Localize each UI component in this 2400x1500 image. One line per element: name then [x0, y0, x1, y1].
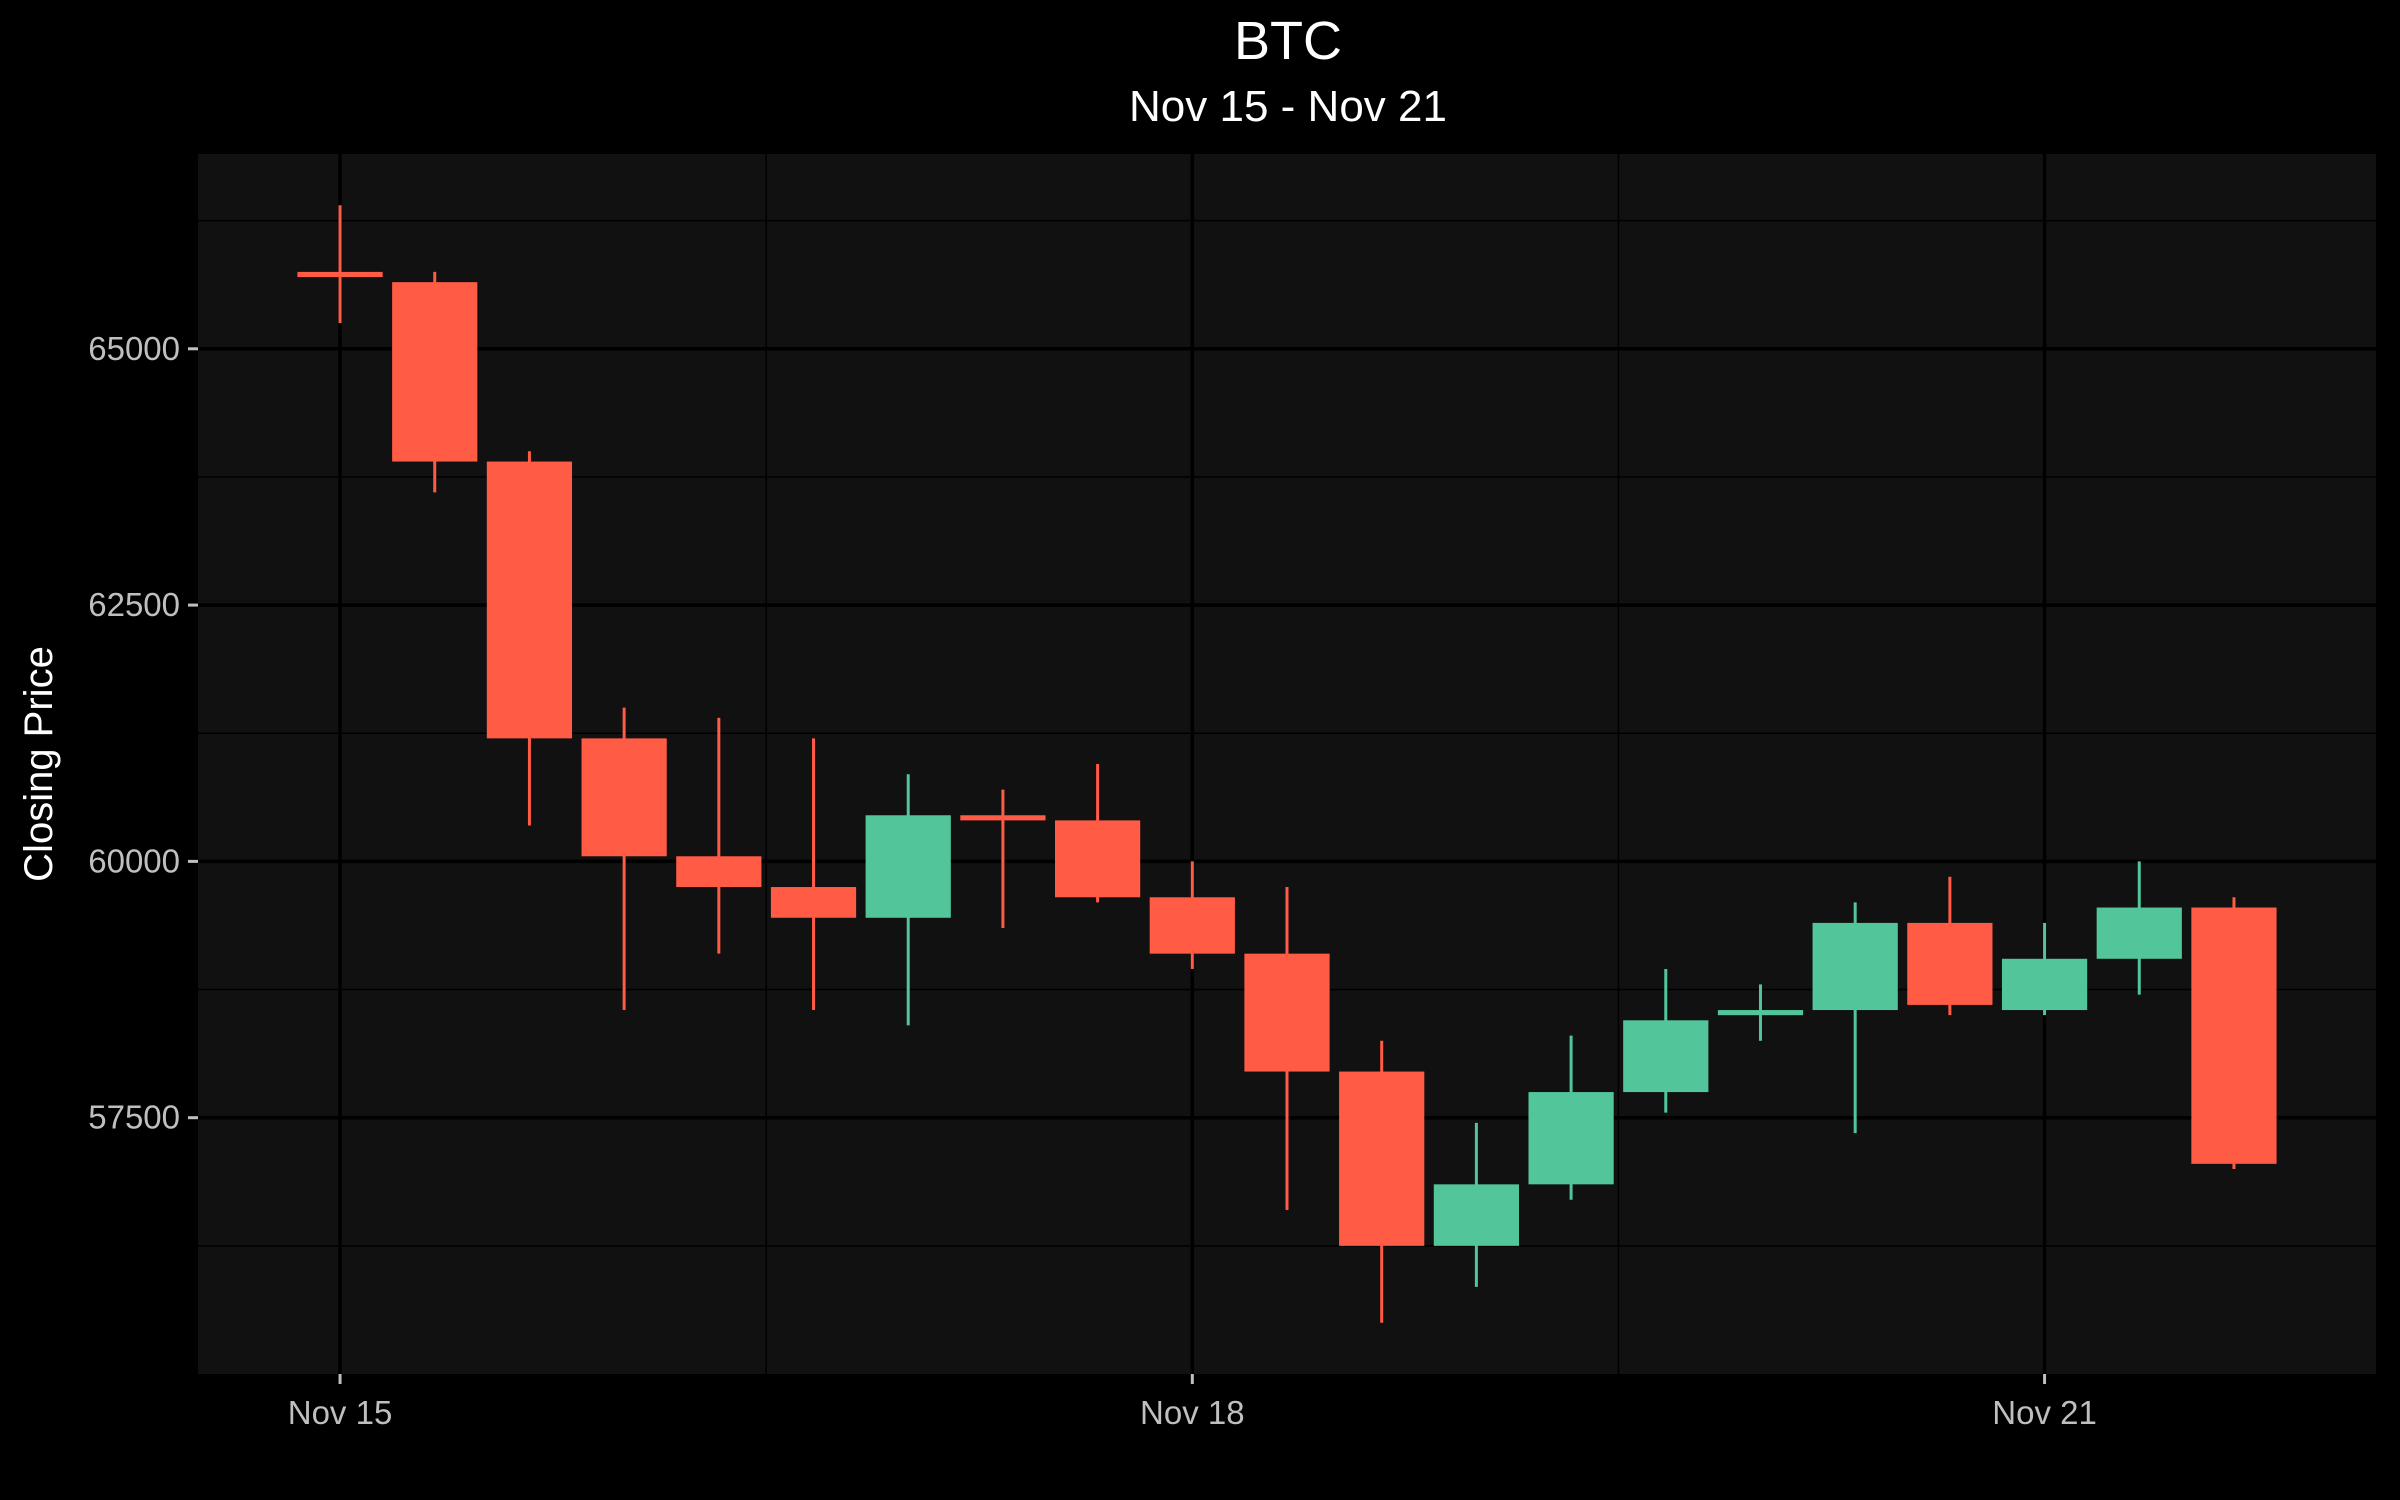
x-tick-label: Nov 18 — [1140, 1394, 1245, 1431]
y-tick-label: 57500 — [88, 1099, 180, 1136]
candle-down — [1907, 876, 1993, 1016]
candle-down — [1244, 887, 1330, 1210]
chart-subtitle: Nov 15 - Nov 21 — [1129, 82, 1447, 131]
candle-down — [960, 789, 1046, 929]
candle-body — [1907, 922, 1993, 1005]
candle-body — [2191, 907, 2277, 1164]
candle-body — [770, 887, 857, 918]
candle-down — [1054, 764, 1141, 903]
candle-body — [1339, 1071, 1425, 1246]
candle-up — [1717, 984, 1804, 1041]
candle-body — [392, 282, 478, 462]
candle-body — [1717, 1010, 1804, 1016]
candle-body — [865, 815, 951, 918]
candle-body — [1623, 1020, 1709, 1093]
candle-down — [1149, 861, 1235, 970]
candle-body — [1528, 1092, 1614, 1185]
candle-down — [1339, 1040, 1425, 1323]
chart-title: BTC — [1234, 11, 1342, 71]
candle-down — [2191, 897, 2277, 1169]
y-tick-label: 60000 — [88, 842, 180, 879]
candles — [297, 205, 2277, 1323]
candle-up — [2001, 922, 2088, 1016]
y-tick-label: 62500 — [88, 586, 180, 623]
candle-up — [2096, 861, 2182, 995]
candle-body — [486, 461, 573, 739]
candle-body — [297, 271, 383, 278]
x-tick-label: Nov 21 — [1992, 1394, 2097, 1431]
candle-body — [1433, 1184, 1520, 1246]
candle-body — [1149, 897, 1235, 954]
x-tick-label: Nov 15 — [288, 1394, 393, 1431]
candle-body — [676, 856, 762, 888]
candle-body — [1812, 922, 1898, 1011]
candle-up — [1433, 1122, 1520, 1287]
candle-up — [1812, 902, 1898, 1134]
candle-body — [2096, 907, 2182, 959]
candle-up — [865, 774, 951, 1026]
candle-down — [392, 271, 478, 493]
candle-up — [1528, 1035, 1614, 1200]
candle-body — [1244, 953, 1330, 1072]
candle-down — [297, 205, 383, 324]
candle-down — [770, 738, 857, 1011]
y-axis-label: Closing Price — [17, 646, 61, 882]
candle-body — [1054, 820, 1141, 898]
candle-down — [486, 451, 573, 826]
y-tick-label: 65000 — [88, 330, 180, 367]
y-axis: 57500 60000 62500 65000 — [88, 330, 198, 1136]
candle-up — [1623, 969, 1709, 1113]
candle-down — [581, 707, 667, 1011]
candle-body — [2001, 958, 2088, 1011]
candle-down — [676, 717, 762, 954]
candle-body — [960, 815, 1046, 821]
candle-body — [581, 738, 667, 857]
x-axis: Nov 15 Nov 18 Nov 21 — [288, 1374, 2097, 1431]
